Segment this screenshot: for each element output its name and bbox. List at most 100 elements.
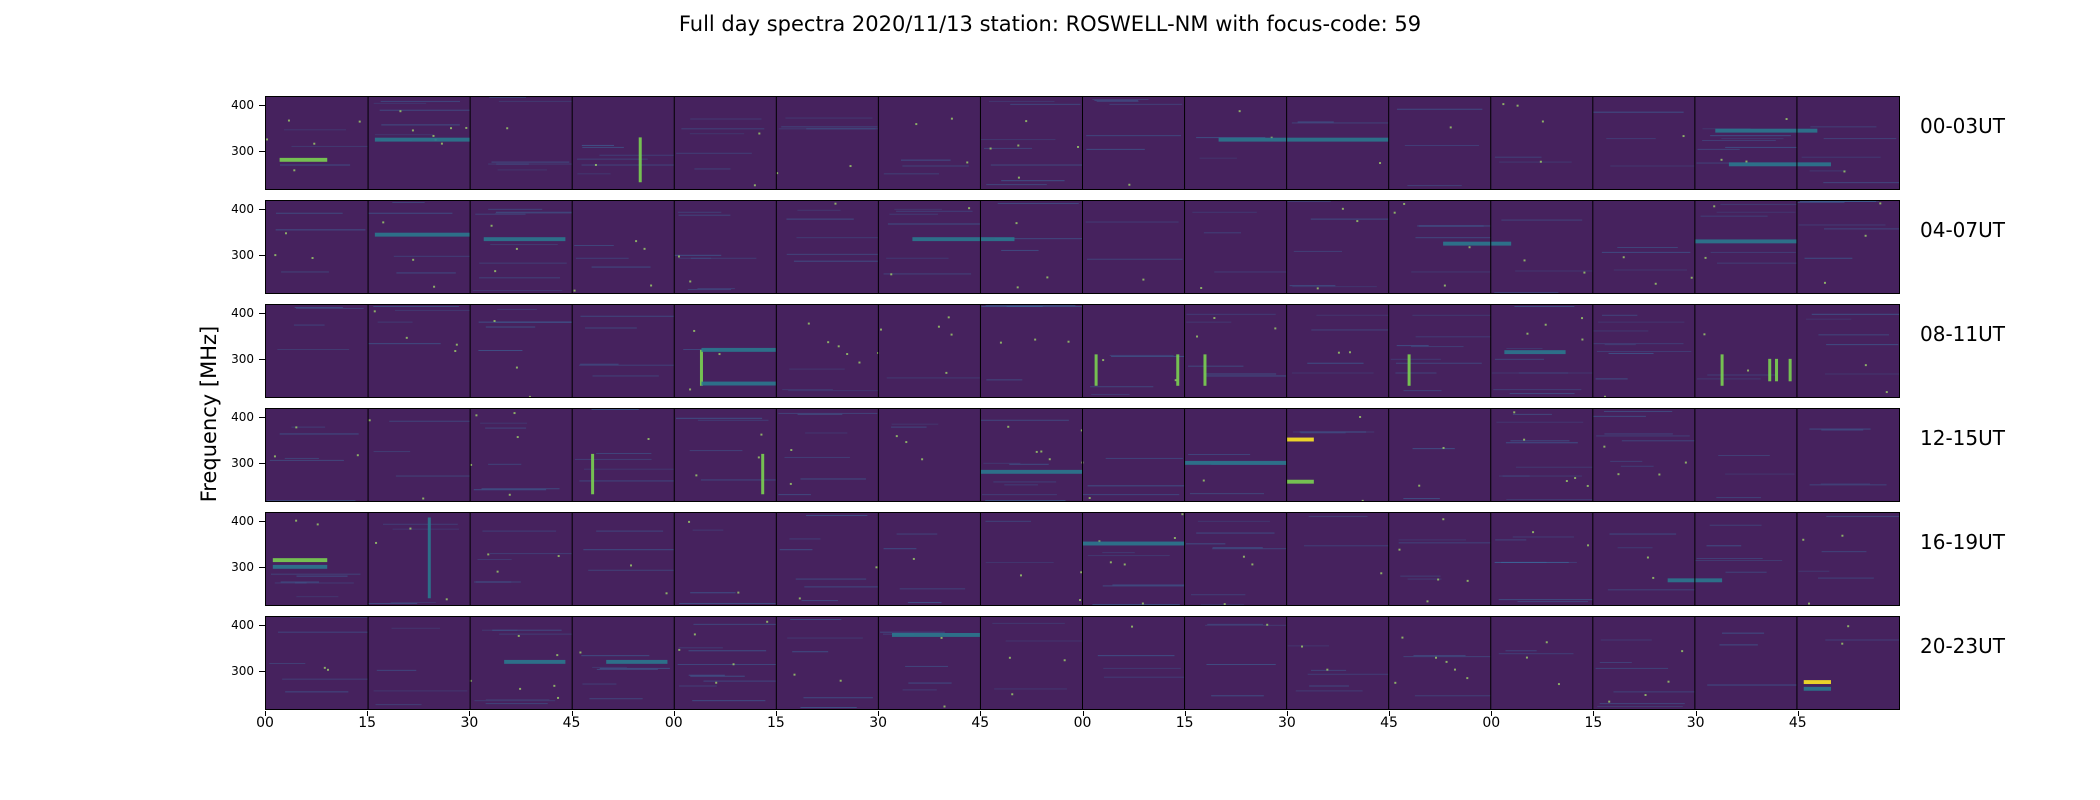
noise-line	[1199, 157, 1237, 159]
noise-line	[1505, 442, 1578, 444]
noise-speck	[1523, 259, 1526, 262]
noise-line	[1096, 100, 1139, 102]
noise-speck	[313, 142, 316, 145]
spectral-burst	[1176, 354, 1180, 386]
spectra-row: 400 300 08-11UT	[0, 304, 2100, 400]
noise-line	[894, 208, 942, 210]
noise-line	[786, 218, 854, 220]
noise-line	[1205, 624, 1287, 626]
noise-speck	[1526, 332, 1529, 335]
x-tick-mark	[980, 711, 982, 716]
noise-line	[485, 699, 550, 701]
noise-speck	[1541, 120, 1544, 123]
noise-line	[1498, 653, 1574, 655]
noise-speck	[1644, 694, 1647, 696]
noise-line	[485, 326, 536, 328]
noise-line	[599, 154, 675, 156]
spectra-row: 400 300 04-07UT	[0, 200, 2100, 296]
noise-speck	[1466, 677, 1469, 680]
noise-line	[1721, 138, 1784, 140]
noise-speck	[513, 412, 516, 415]
noise-line	[1400, 575, 1441, 577]
spectrogram-svg	[274, 201, 1899, 293]
noise-speck	[1007, 425, 1010, 428]
noise-speck	[1088, 497, 1091, 499]
spectrogram-svg	[270, 513, 1899, 605]
noise-line	[1404, 144, 1480, 146]
noise-speck	[508, 493, 511, 496]
noise-speck	[465, 126, 468, 129]
noise-line	[896, 533, 938, 535]
noise-line	[1415, 237, 1491, 239]
row-time-label: 12-15UT	[1920, 426, 2005, 450]
y-tick-mark	[259, 359, 265, 361]
noise-line	[674, 254, 722, 256]
noise-speck	[1202, 479, 1205, 482]
noise-line	[1697, 148, 1740, 150]
noise-speck	[1690, 276, 1693, 279]
noise-line	[390, 602, 436, 604]
noise-line	[986, 184, 1047, 186]
noise-line	[499, 633, 573, 635]
noise-line	[497, 169, 548, 171]
spectral-band	[1286, 479, 1314, 484]
noise-speck	[875, 566, 878, 569]
x-tick-mark	[775, 711, 777, 716]
noise-line	[1722, 632, 1765, 634]
noise-line	[1604, 433, 1673, 435]
noise-speck	[1841, 642, 1844, 645]
noise-speck	[432, 134, 435, 137]
noise-line	[784, 456, 850, 458]
x-tick-mark	[367, 711, 369, 716]
spectrogram-strip	[265, 512, 1900, 606]
x-tick-label: 30	[869, 715, 888, 731]
noise-line	[700, 479, 777, 481]
noise-line	[1418, 225, 1484, 227]
noise-line	[1707, 684, 1797, 686]
noise-speck	[1141, 602, 1144, 605]
noise-line	[1087, 485, 1185, 487]
noise-line	[1398, 542, 1491, 544]
noise-line	[1518, 372, 1593, 374]
noise-speck	[1174, 379, 1177, 382]
noise-line	[1825, 639, 1899, 641]
noise-line	[581, 144, 614, 146]
spectral-band	[1728, 162, 1831, 167]
noise-line	[1509, 393, 1575, 395]
noise-line	[883, 548, 917, 550]
noise-line	[1206, 375, 1287, 377]
noise-speck	[688, 520, 691, 523]
noise-speck	[311, 257, 314, 259]
x-tick-label: 30	[460, 715, 479, 731]
y-tick-label: 400	[231, 618, 254, 633]
noise-line	[788, 390, 879, 392]
noise-line	[1196, 532, 1275, 534]
noise-line	[491, 161, 570, 163]
noise-line	[891, 426, 927, 428]
noise-line	[1798, 570, 1830, 572]
noise-speck	[1025, 120, 1028, 123]
x-tick-mark	[1389, 711, 1391, 716]
noise-line	[899, 588, 966, 590]
noise-line	[687, 289, 732, 291]
noise-line	[373, 690, 468, 692]
noise-line	[1496, 421, 1584, 423]
noise-speck	[493, 320, 496, 322]
noise-speck	[630, 564, 633, 567]
noise-line	[1103, 676, 1185, 678]
noise-line	[1311, 329, 1389, 331]
noise-speck	[793, 673, 796, 676]
noise-line	[1725, 146, 1797, 148]
noise-line	[1595, 378, 1628, 380]
noise-line	[1725, 473, 1795, 475]
noise-speck	[1539, 160, 1542, 163]
noise-line	[479, 277, 561, 279]
noise-line	[782, 389, 833, 391]
noise-line	[1412, 448, 1455, 450]
noise-speck	[1449, 126, 1452, 129]
spectra-row: 400 300 16-19UT	[0, 512, 2100, 608]
spectral-band	[1694, 239, 1797, 244]
noise-speck	[1238, 110, 1241, 113]
noise-line	[1299, 431, 1367, 433]
